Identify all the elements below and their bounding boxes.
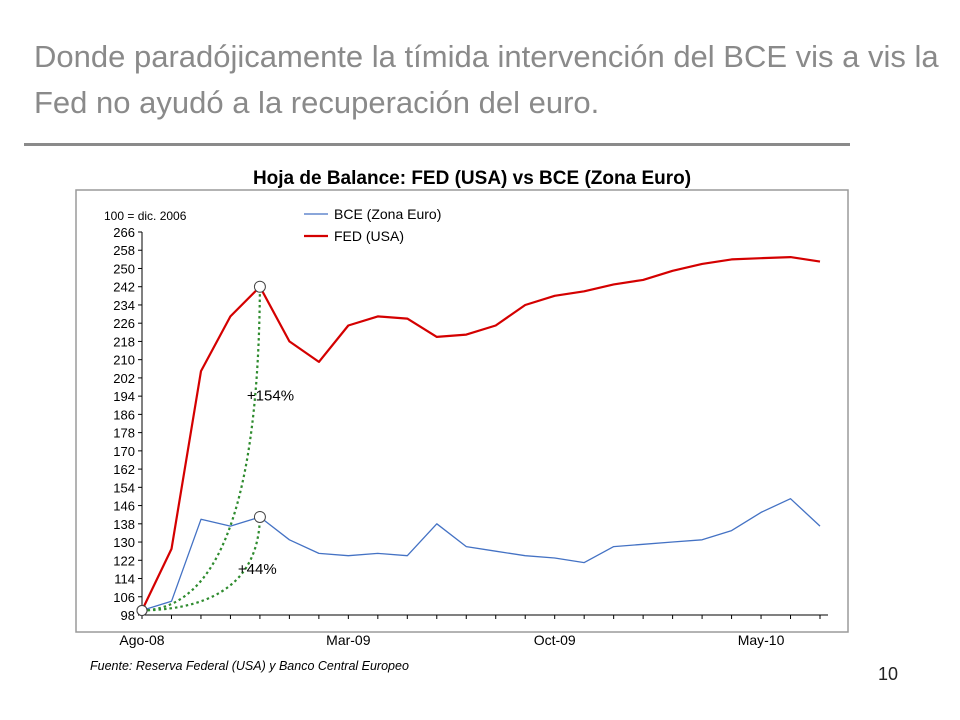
y-tick-label: 250 xyxy=(113,261,135,276)
chart-frame xyxy=(75,189,849,633)
growth-arrow xyxy=(141,516,262,612)
y-tick-label: 226 xyxy=(113,316,135,331)
annotations-layer: +154% +44% xyxy=(136,280,294,616)
y-tick-label: 122 xyxy=(113,553,135,568)
y-tick-label: 258 xyxy=(113,243,135,258)
y-tick-label: 218 xyxy=(113,334,135,349)
y-tick-label: 98 xyxy=(121,608,135,623)
page-number: 10 xyxy=(878,664,899,684)
y-tick-label: 154 xyxy=(113,480,135,495)
series-line-fed xyxy=(141,255,821,611)
y-tick-label: 130 xyxy=(113,535,135,550)
end-marker xyxy=(253,280,266,293)
y-tick-label: 186 xyxy=(113,407,135,422)
y-tick-label: 242 xyxy=(113,280,135,295)
balance-sheet-chart: Hoja de Balance: FED (USA) vs BCE (Zona … xyxy=(75,168,849,673)
end-marker xyxy=(253,510,266,523)
legend: BCE (Zona Euro) FED (USA) xyxy=(304,206,441,244)
slide-title: Donde paradójicamente la tímida interven… xyxy=(34,39,939,120)
annotation-label: +154% xyxy=(247,388,294,405)
y-tick-label: 146 xyxy=(113,499,135,514)
start-marker xyxy=(136,604,148,616)
x-tick-label: Mar-09 xyxy=(326,632,371,648)
y-tick-label: 138 xyxy=(113,517,135,532)
legend-label: FED (USA) xyxy=(334,228,404,244)
y-tick-label: 234 xyxy=(113,298,135,313)
y-tick-label: 178 xyxy=(113,426,135,441)
chart-title: Hoja de Balance: FED (USA) vs BCE (Zona … xyxy=(253,168,691,189)
x-tick-label: Oct-09 xyxy=(534,632,576,648)
y-tick-label: 170 xyxy=(113,444,135,459)
source-note: Fuente: Reserva Federal (USA) y Banco Ce… xyxy=(90,659,409,673)
annotation-label: +44% xyxy=(238,561,277,578)
growth-arrow xyxy=(141,286,262,612)
x-tick-label: Ago-08 xyxy=(119,632,164,648)
axes: 98 106 114 122 130 138 146 154 162 170 178 186 194 20… xyxy=(113,225,828,648)
y-tick-label: 106 xyxy=(113,590,135,605)
unit-note: 100 = dic. 2006 xyxy=(104,209,187,223)
y-tick-label: 114 xyxy=(114,572,135,587)
y-tick-label: 266 xyxy=(113,225,135,240)
y-tick-label: 202 xyxy=(113,371,135,386)
x-tick-label: May-10 xyxy=(738,632,785,648)
y-tick-label: 210 xyxy=(113,353,135,368)
y-tick-label: 194 xyxy=(113,389,135,404)
y-tick-label: 162 xyxy=(113,462,135,477)
legend-label: BCE (Zona Euro) xyxy=(334,206,441,222)
title-divider xyxy=(24,143,850,146)
